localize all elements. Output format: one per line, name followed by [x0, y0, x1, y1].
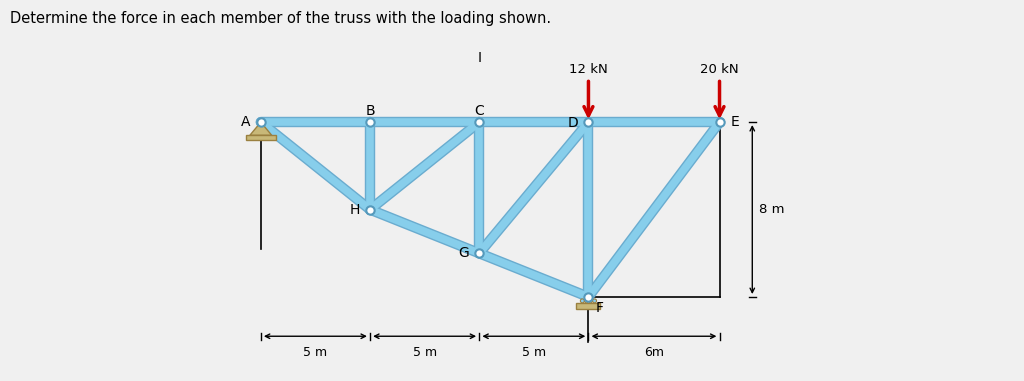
Circle shape — [593, 299, 597, 303]
Text: H: H — [349, 203, 359, 216]
Polygon shape — [250, 122, 271, 135]
Text: G: G — [459, 246, 469, 260]
Circle shape — [589, 299, 593, 303]
Text: B: B — [366, 104, 375, 118]
Text: C: C — [474, 104, 484, 118]
Text: 6m: 6m — [644, 346, 664, 359]
Polygon shape — [246, 135, 276, 140]
Text: 20 kN: 20 kN — [700, 63, 739, 76]
Circle shape — [581, 299, 585, 303]
Polygon shape — [577, 303, 600, 309]
Text: F: F — [595, 301, 603, 315]
Text: D: D — [567, 116, 579, 130]
Text: 12 kN: 12 kN — [569, 63, 608, 76]
Text: 5 m: 5 m — [303, 346, 328, 359]
Text: A: A — [241, 115, 250, 129]
Text: E: E — [730, 115, 739, 129]
Text: 5 m: 5 m — [413, 346, 436, 359]
Text: Determine the force in each member of the truss with the loading shown.: Determine the force in each member of th… — [10, 11, 551, 26]
Text: 8 m: 8 m — [759, 203, 784, 216]
Text: 5 m: 5 m — [522, 346, 546, 359]
Circle shape — [585, 299, 589, 303]
Text: I: I — [477, 51, 481, 65]
